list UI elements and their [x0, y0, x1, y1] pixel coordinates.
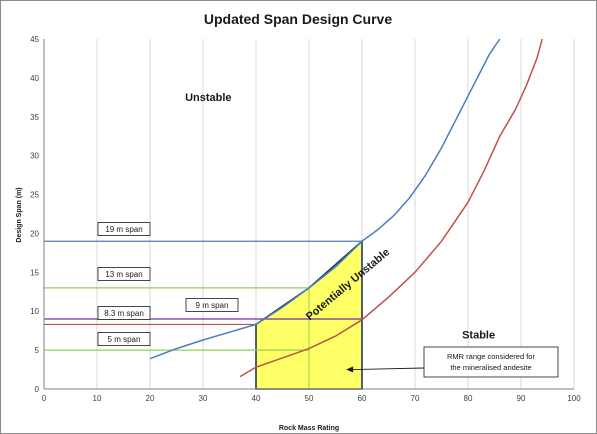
x-axis-label: Rock Mass Rating: [279, 425, 339, 432]
x-tick-0: 0: [42, 394, 47, 403]
y-axis-label: Design Span (m): [16, 187, 23, 242]
x-tick-10: 10: [93, 394, 102, 403]
y-tick-25: 25: [30, 191, 39, 200]
y-tick-35: 35: [30, 113, 39, 122]
y-tick-5: 5: [35, 346, 40, 355]
x-tick-70: 70: [411, 394, 420, 403]
span-label-3-text: 5 m span: [108, 335, 141, 344]
x-tick-20: 20: [146, 394, 155, 403]
y-tick-40: 40: [30, 74, 39, 83]
chart-title: Updated Span Design Curve: [204, 11, 392, 27]
purple-line-label-text: 9 m span: [196, 301, 229, 310]
x-tick-30: 30: [199, 394, 208, 403]
span-label-1-box: [97, 267, 151, 281]
y-tick-10: 10: [30, 307, 39, 316]
region-label-1: Stable: [462, 329, 495, 341]
region-label-0: Unstable: [185, 92, 231, 104]
tick-labels: 0 10 20 30 40 50 60 70 80 90 100 0 5 10 15 20 25 30 35 40 45: [30, 35, 581, 403]
x-tick-60: 60: [358, 394, 367, 403]
y-tick-45: 45: [30, 35, 39, 44]
span-label-3-box: [97, 332, 151, 346]
curve-1: [239, 38, 543, 378]
y-tick-15: 15: [30, 268, 39, 277]
x-tick-100: 100: [567, 394, 581, 403]
x-tick-80: 80: [464, 394, 473, 403]
callout-box: [423, 346, 559, 378]
callout-line-1: the mineralised andesite: [450, 363, 531, 372]
callout-line-0: RMR range considered for: [447, 352, 535, 361]
y-tick-0: 0: [35, 385, 40, 394]
span-lines: [44, 240, 362, 351]
x-tick-50: 50: [305, 394, 314, 403]
x-tick-90: 90: [517, 394, 526, 403]
span-label-2-text: 8.3 m span: [104, 309, 144, 318]
y-tick-20: 20: [30, 229, 39, 238]
span-label-0-text: 19 m span: [105, 225, 142, 234]
span-label-2-box: [97, 306, 151, 320]
purple-line-label-box: [185, 298, 239, 312]
design-curves: [149, 38, 543, 378]
y-tick-30: 30: [30, 152, 39, 161]
axes: [43, 39, 574, 390]
x-tick-40: 40: [252, 394, 261, 403]
callout-arrowhead: [346, 366, 354, 373]
callout-arrow-line: [352, 367, 425, 371]
span-label-1-text: 13 m span: [105, 270, 142, 279]
curve-0: [149, 38, 501, 360]
span-label-0-box: [97, 222, 151, 236]
